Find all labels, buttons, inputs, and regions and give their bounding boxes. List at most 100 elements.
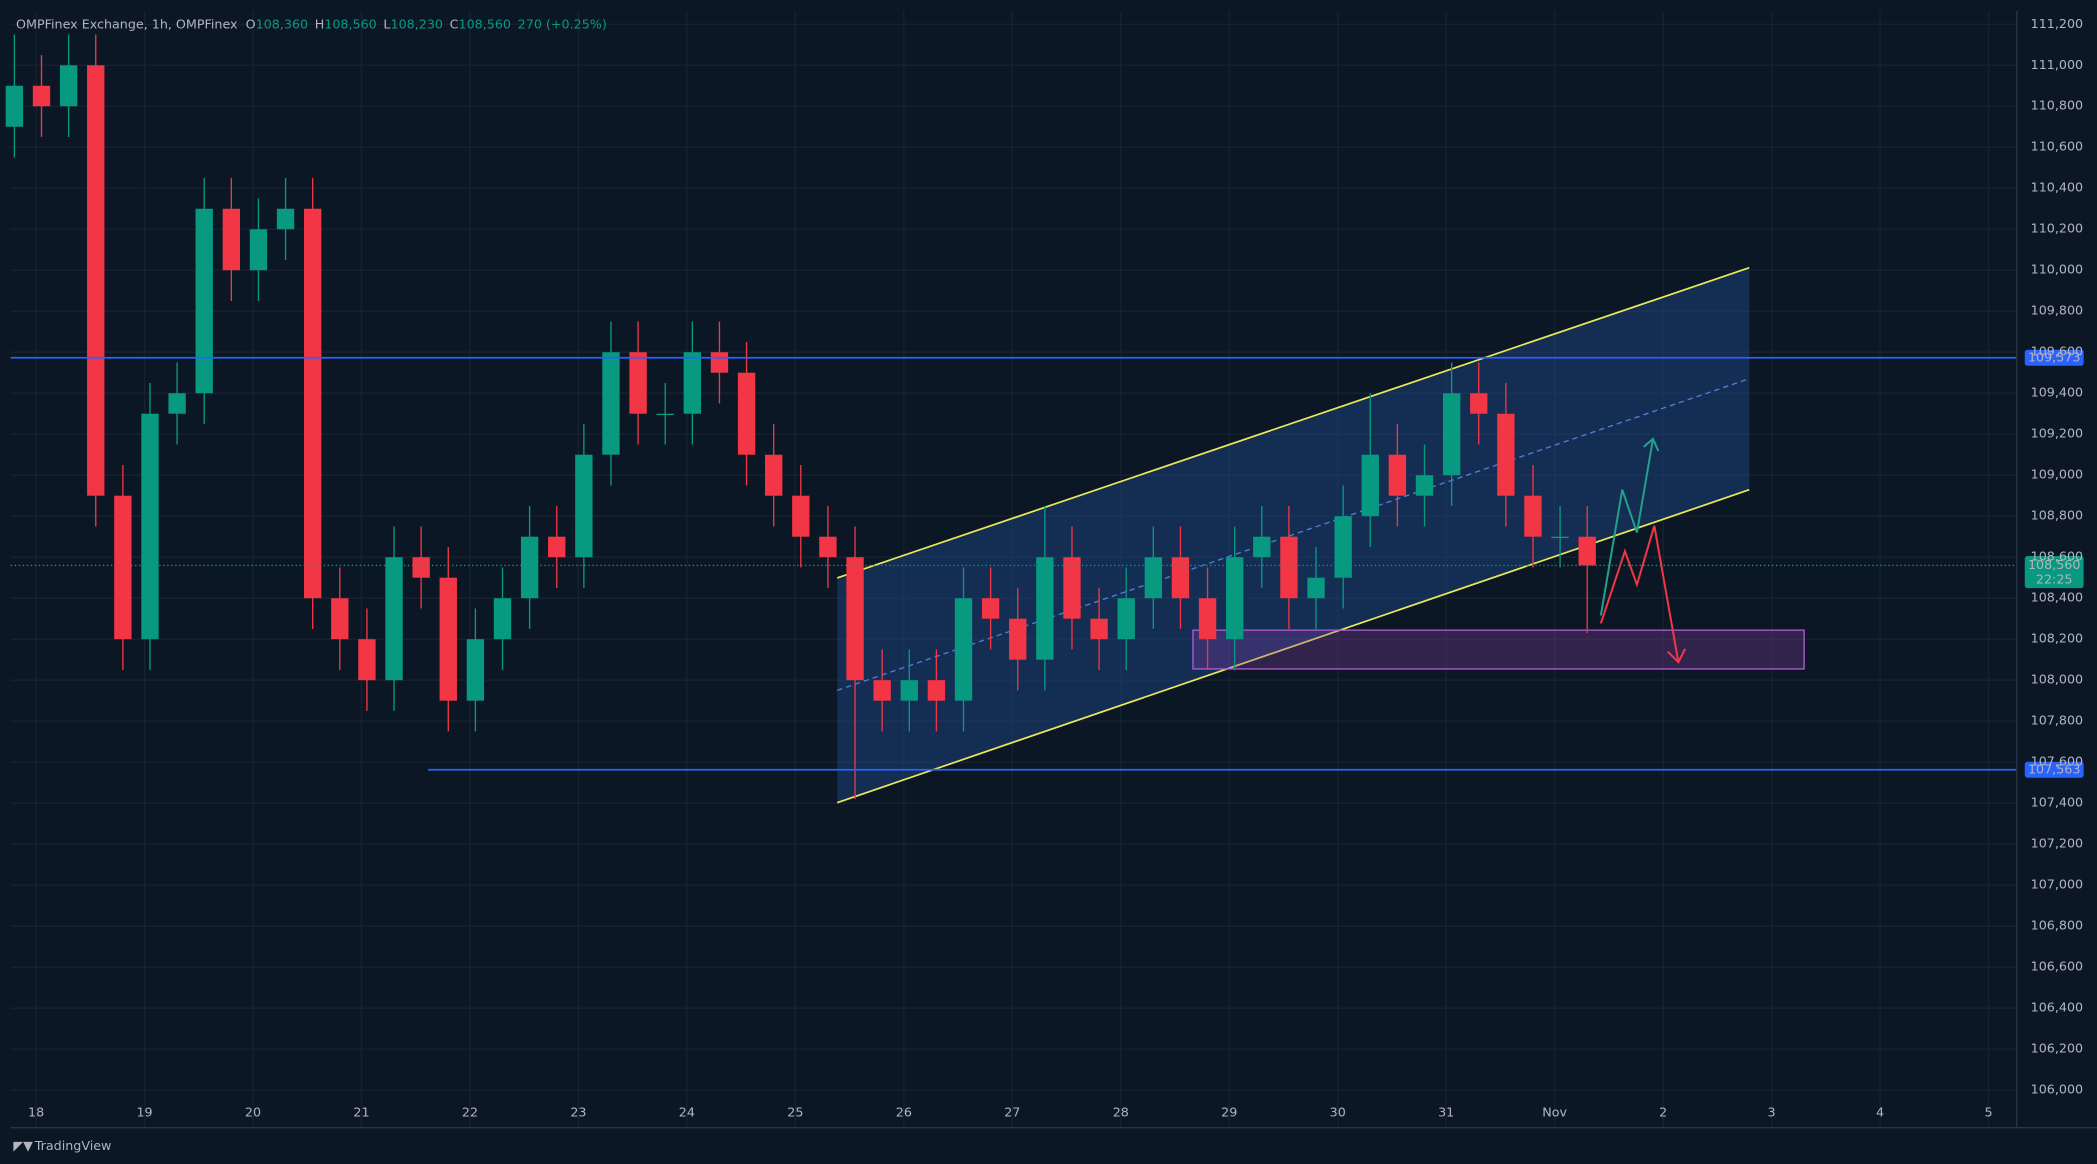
- candle-body: [466, 639, 485, 701]
- bear-path: [1599, 525, 1680, 663]
- candle-body: [846, 557, 864, 681]
- y-tick-label: 110,800: [2031, 98, 2083, 113]
- candle-body: [927, 680, 946, 701]
- candle-body: [222, 208, 241, 271]
- candle-body: [1361, 454, 1379, 517]
- x-tick-label: 21: [353, 1104, 369, 1119]
- o-key: O: [246, 16, 256, 31]
- candle-body: [819, 536, 837, 558]
- y-tick-label: 106,400: [2031, 1000, 2083, 1015]
- y-tick-label: 109,400: [2031, 385, 2083, 400]
- y-tick-label: 109,800: [2031, 303, 2083, 318]
- level-badge: [2024, 349, 2084, 366]
- x-tick-label: 4: [1876, 1104, 1884, 1119]
- x-tick-label: 18: [28, 1104, 44, 1119]
- candle-body: [32, 85, 51, 107]
- y-tick-label: 108,400: [2031, 590, 2083, 605]
- bear-arrowhead: [1666, 648, 1686, 664]
- brand-icon: ◤▼: [13, 1138, 33, 1153]
- y-tick-label: 106,800: [2031, 918, 2083, 933]
- symbol: OMPFinex Exchange, 1h, OMPFinex: [16, 16, 238, 31]
- candle-body: [1388, 454, 1407, 496]
- candle-body: [1090, 618, 1108, 640]
- candle-body: [1470, 393, 1488, 414]
- y-tick-label: 109,600: [2031, 344, 2083, 359]
- candle-body: [195, 208, 213, 394]
- candle-body: [493, 598, 512, 640]
- c-val: 108,560: [459, 16, 511, 31]
- header: OMPFinex Exchange, 1h, OMPFinex O108,360 H…: [16, 16, 607, 31]
- candle-body: [873, 680, 891, 701]
- x-tick-label: 30: [1330, 1104, 1346, 1119]
- candle-body: [900, 680, 918, 701]
- candle-body: [575, 454, 593, 558]
- x-tick-label: 22: [462, 1104, 478, 1119]
- y-tick-label: 107,600: [2031, 754, 2083, 769]
- zone-box: [1192, 629, 1805, 670]
- candle-body: [1551, 536, 1569, 539]
- candle-body: [358, 639, 376, 681]
- candle-body: [304, 208, 322, 599]
- candle-body: [602, 352, 620, 455]
- grid: [10, 10, 2017, 1128]
- candle-body: [249, 229, 268, 271]
- y-tick-label: 110,400: [2031, 180, 2083, 195]
- candle-body: [548, 536, 566, 558]
- candle-body: [954, 598, 973, 701]
- y-tick-label: 107,400: [2031, 795, 2083, 810]
- countdown: 22:25: [2036, 572, 2073, 587]
- x-tick-label: 27: [1004, 1104, 1020, 1119]
- y-tick-label: 111,000: [2031, 57, 2083, 72]
- x-tick-label: 23: [570, 1104, 586, 1119]
- candle-body: [1253, 536, 1271, 558]
- y-tick-label: 107,000: [2031, 877, 2083, 892]
- candle-body: [1334, 516, 1352, 578]
- candle-body: [276, 208, 295, 230]
- candle-body: [385, 557, 403, 681]
- candle-body: [1415, 475, 1434, 496]
- candle-body: [5, 85, 24, 127]
- x-tick-label: 31: [1438, 1104, 1454, 1119]
- candle-body: [59, 65, 78, 107]
- y-tick-label: 109,000: [2031, 467, 2083, 482]
- candle-body: [981, 598, 1000, 619]
- candle-body: [1497, 413, 1515, 496]
- h-val: 108,560: [324, 16, 376, 31]
- x-tick-label: 29: [1221, 1104, 1237, 1119]
- candle-body: [710, 352, 729, 373]
- candle-body: [1036, 557, 1054, 660]
- l-key: L: [383, 16, 390, 31]
- bull-path: [1599, 438, 1654, 616]
- x-tick-label: 24: [679, 1104, 695, 1119]
- y-tick-label: 106,200: [2031, 1041, 2083, 1056]
- candle-body: [792, 495, 810, 537]
- c-key: C: [450, 16, 459, 31]
- candle-body: [1280, 536, 1298, 599]
- h-key: H: [315, 16, 325, 31]
- y-tick-label: 108,800: [2031, 508, 2083, 523]
- y-tick-label: 108,200: [2031, 631, 2083, 646]
- candle-body: [114, 495, 132, 640]
- channel-mid: [836, 378, 1750, 691]
- level-badge: [2024, 761, 2084, 778]
- candle-body: [520, 536, 539, 599]
- x-tick-label: 5: [1985, 1104, 1993, 1119]
- candle-body: [737, 372, 756, 455]
- candle-body: [1307, 577, 1325, 599]
- candle-body: [1226, 557, 1244, 640]
- candle-body: [1442, 393, 1461, 476]
- level-label: 109,573: [2028, 349, 2080, 364]
- y-tick-label: 107,800: [2031, 713, 2083, 728]
- x-tick-label: 25: [787, 1104, 803, 1119]
- o-val: 108,360: [256, 16, 308, 31]
- change: 270 (+0.25%): [518, 16, 607, 31]
- candle-body: [1198, 598, 1217, 640]
- candle-body: [1009, 618, 1027, 660]
- y-tick-label: 110,200: [2031, 221, 2083, 236]
- candle-body: [1171, 557, 1190, 599]
- last-price-label: 108,560: [2028, 557, 2080, 572]
- candle-body: [87, 65, 105, 496]
- x-tick-label: Nov: [1542, 1104, 1567, 1119]
- y-tick-label: 111,200: [2031, 16, 2083, 31]
- candle-body: [1524, 495, 1542, 537]
